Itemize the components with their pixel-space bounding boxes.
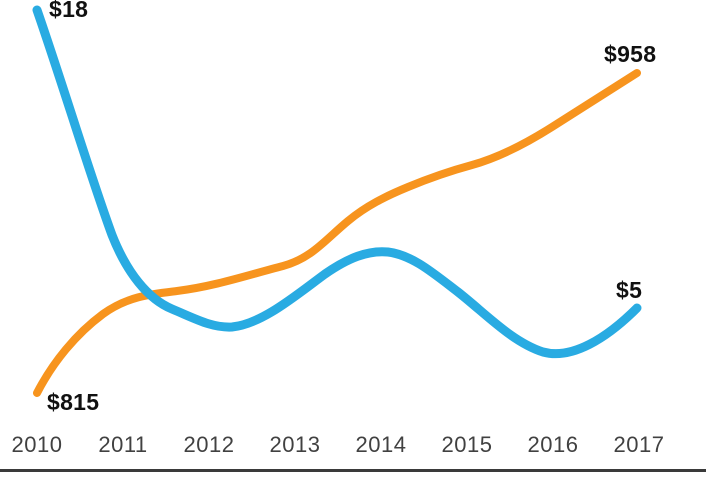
orange-start-value-label: $815 [47,389,100,415]
x-tick-2013: 2013 [269,432,321,457]
x-tick-2011: 2011 [98,432,148,457]
x-tick-2010: 2010 [11,432,63,457]
x-tick-2016: 2016 [527,432,579,457]
x-tick-2017: 2017 [613,432,665,457]
blue-end-value-label: $5 [616,277,643,303]
orange-series-line [33,69,641,397]
orange-end-value-label: $958 [604,41,657,67]
x-tick-2015: 2015 [441,432,493,457]
blue-series-line [32,5,642,359]
blue-start-value-label: $18 [49,0,89,22]
x-axis-line [0,469,706,472]
x-tick-2014: 2014 [355,432,407,457]
x-tick-2012: 2012 [183,432,235,457]
